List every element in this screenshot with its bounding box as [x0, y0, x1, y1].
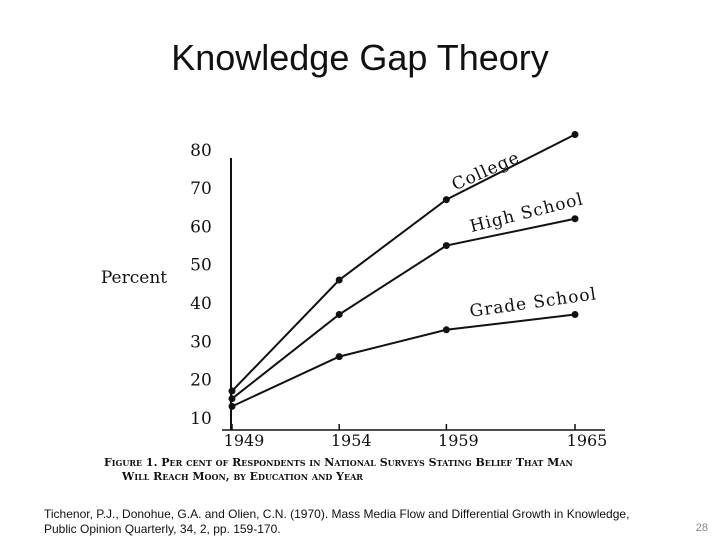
y-tick-label: 10 — [190, 409, 212, 429]
series-label: Grade School — [468, 284, 598, 322]
y-tick-label: 40 — [190, 294, 212, 314]
data-point — [335, 276, 343, 284]
caption: Figure 1. Per cent of Respondents in Nat… — [104, 456, 573, 469]
data-point — [228, 402, 236, 410]
series-line — [231, 217, 576, 400]
y-tick-label: 60 — [190, 217, 212, 237]
data-point — [571, 131, 579, 139]
x-tick-label: 1959 — [438, 431, 479, 450]
slide-title: Knowledge Gap Theory — [171, 37, 549, 78]
y-tick-label: 20 — [190, 371, 212, 391]
data-point — [335, 353, 343, 361]
x-tick-label: 1965 — [567, 431, 608, 450]
y-tick-label: 30 — [190, 332, 212, 352]
series-line — [231, 313, 576, 408]
citation: Public Opinion Quarterly, 34, 2, pp. 159… — [44, 522, 281, 536]
citation: Tichenor, P.J., Donohue, G.A. and Olien,… — [44, 507, 629, 521]
x-tick-label: 1954 — [331, 431, 372, 450]
data-point — [442, 326, 450, 334]
data-point — [442, 242, 450, 250]
x-tick-label: 1949 — [224, 431, 265, 450]
data-point — [228, 387, 236, 395]
y-tick-label: 70 — [190, 179, 212, 199]
data-point — [228, 395, 236, 403]
y-tick-label: 50 — [190, 256, 212, 276]
data-point — [571, 215, 579, 223]
y-axis-label: Percent — [101, 268, 167, 288]
series-label: College — [449, 148, 523, 196]
data-point — [571, 310, 579, 318]
data-point — [335, 310, 343, 318]
page-number: 28 — [696, 522, 708, 534]
data-point — [442, 196, 450, 204]
series-line — [231, 133, 576, 392]
caption: Will Reach Moon, by Education and Year — [121, 470, 363, 483]
y-tick-label: 80 — [190, 141, 212, 161]
